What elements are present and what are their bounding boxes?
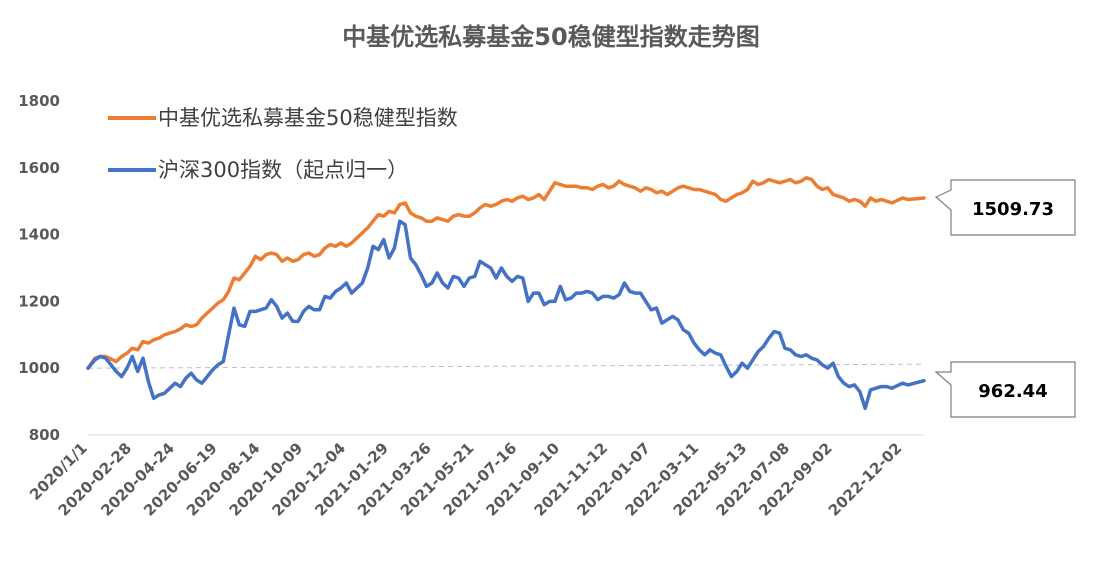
series-line-hs300 <box>86 219 926 411</box>
baseline-1000 <box>87 363 925 369</box>
legend-label-hs300: 沪深300指数（起点归一） <box>158 158 408 182</box>
y-tick-label: 1800 <box>18 92 60 110</box>
series-line-stable-index <box>86 176 926 370</box>
y-tick-label: 1600 <box>18 159 60 177</box>
y-tick-label: 800 <box>29 426 60 444</box>
reference-line <box>87 363 925 369</box>
callout-value-stable-index: 1509.73 <box>972 199 1054 220</box>
legend-label-stable-index: 中基优选私募基金50稳健型指数 <box>158 106 458 130</box>
legend-item-hs300: 沪深300指数（起点归一） <box>108 158 408 182</box>
y-tick-label: 1000 <box>18 359 60 377</box>
chart-title: 中基优选私募基金50稳健型指数走势图 <box>342 23 759 51</box>
callout-stable-index: 1509.73 <box>934 179 1076 236</box>
callout-box-hs300 <box>934 361 1076 418</box>
y-axis: 800 1000 1200 1400 1600 1800 <box>18 92 60 444</box>
legend-item-stable-index: 中基优选私募基金50稳健型指数 <box>108 106 458 130</box>
callout-value-hs300: 962.44 <box>978 381 1047 402</box>
y-tick-label: 1200 <box>18 292 60 310</box>
x-axis: 2020/1/12020-02-282020-04-242020-06-1920… <box>26 434 924 520</box>
callout-hs300: 962.44 <box>934 361 1076 418</box>
legend: 中基优选私募基金50稳健型指数 沪深300指数（起点归一） <box>108 106 458 182</box>
y-tick-label: 1400 <box>18 226 60 244</box>
series-lines <box>86 176 926 411</box>
x-tick-label: 2022-12-02 <box>825 439 906 520</box>
callout-box-stable-index <box>934 179 1076 236</box>
